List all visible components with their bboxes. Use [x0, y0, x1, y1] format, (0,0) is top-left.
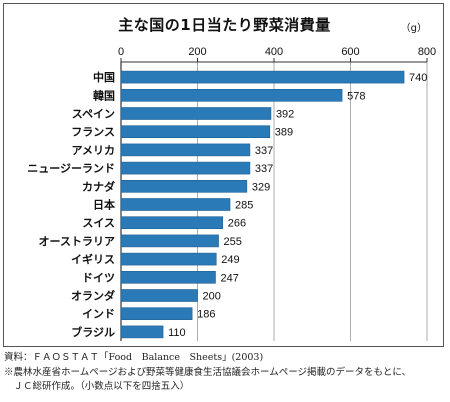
value-label: 740 [409, 72, 427, 84]
category-label: カナダ [82, 179, 115, 193]
source-note: 資料：ＦＡＯＳＴＡＴ「Food Balance Sheets」(2003) [4, 352, 264, 363]
value-label: 249 [221, 254, 239, 266]
bar [120, 325, 164, 339]
category-label: ドイツ [82, 271, 115, 284]
value-label: 255 [224, 236, 242, 248]
bar [120, 70, 405, 84]
bar [120, 270, 216, 284]
x-tick-label: 0 [118, 46, 124, 58]
bar [120, 143, 251, 157]
value-label: 337 [255, 163, 273, 175]
x-tick-label: 400 [265, 46, 283, 58]
value-label: 247 [220, 272, 238, 284]
bar [120, 307, 193, 321]
value-label: 337 [255, 145, 273, 157]
bar [120, 107, 272, 120]
bar [120, 180, 248, 193]
value-label: 329 [252, 181, 270, 193]
unit-label: （g） [400, 23, 427, 34]
chart-frame: 主な国の1日当たり野菜消費量 （g） 0 200 400 600 800 中国韓国スペイ… [3, 3, 444, 347]
value-label: 285 [235, 200, 253, 212]
category-label: ブラジル [71, 325, 115, 339]
bar [120, 161, 251, 175]
chart-title: 主な国の1日当たり野菜消費量 [118, 16, 331, 34]
footnotes: 資料：ＦＡＯＳＴＡＴ「Food Balance Sheets」(2003) ※農… [4, 351, 446, 395]
category-label: オーストラリア [39, 235, 115, 248]
x-tick-label: 600 [341, 46, 359, 58]
category-label: フランス [71, 126, 115, 139]
method-note: ※農林水産省ホームページおよび野菜等健康食生活協議会ホームページ掲載のデータをも… [4, 366, 412, 378]
value-label: 200 [203, 291, 221, 303]
value-label: 186 [197, 309, 215, 321]
category-label: 中国 [93, 70, 115, 84]
category-label: アメリカ [72, 144, 115, 157]
x-tick-label: 200 [188, 46, 206, 58]
bar [120, 89, 343, 102]
category-label: イギリス [71, 252, 115, 266]
category-label: インド [82, 308, 115, 321]
bar-chart: 0 200 400 600 800 中国韓国スペインフランスアメリカニュージーランドカナ… [27, 46, 436, 341]
value-label: 578 [347, 90, 365, 102]
category-label: ニュージーランド [27, 162, 115, 175]
value-label: 266 [228, 218, 246, 230]
method-note-continued: ＪＣ総研作成。（小数点以下を四捨五入） [4, 381, 190, 392]
bar [120, 198, 231, 211]
bar [120, 234, 219, 248]
bar [120, 289, 198, 302]
category-label: 韓国 [93, 88, 115, 102]
x-tick-label: 800 [418, 46, 436, 58]
bar [120, 125, 271, 138]
bar [120, 216, 224, 229]
value-label: 110 [168, 327, 186, 339]
value-label: 392 [276, 109, 294, 121]
category-label: オランダ [71, 289, 115, 303]
value-label: 389 [275, 127, 293, 139]
category-label: スイス [82, 217, 115, 230]
category-label: 日本 [93, 198, 115, 212]
bar [120, 252, 217, 266]
category-label: スペイン [72, 108, 115, 121]
